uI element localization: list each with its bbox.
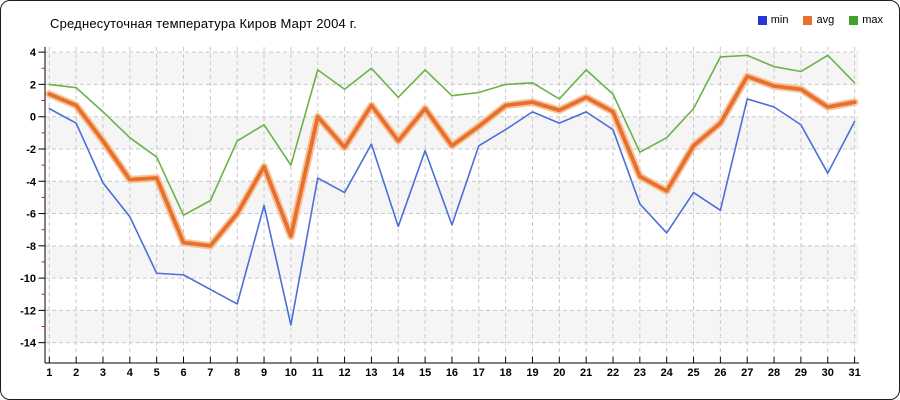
legend-label-avg: avg: [816, 14, 835, 26]
legend-item-avg[interactable]: avg: [803, 14, 834, 26]
x-tick-label: 24: [661, 367, 674, 379]
y-tick-label: -14: [20, 338, 37, 350]
max-line: [48, 54, 856, 216]
x-tick-label: 31: [848, 367, 860, 379]
x-tick-label: 18: [500, 367, 512, 379]
y-tick-label: 4: [30, 47, 37, 59]
x-tick-label: 1: [46, 367, 52, 379]
min-swatch-icon: [757, 15, 767, 25]
x-tick-label: 4: [127, 367, 134, 379]
x-tick-label: 10: [285, 367, 297, 379]
legend-label-min: min: [770, 14, 789, 26]
x-tick-label: 27: [741, 367, 753, 379]
max-swatch-icon: [849, 15, 859, 25]
x-tick-label: 21: [580, 367, 592, 379]
x-tick-label: 3: [100, 367, 106, 379]
x-tick-label: 26: [714, 367, 726, 379]
y-tick-label: -2: [26, 144, 36, 156]
x-tick-label: 13: [365, 367, 377, 379]
min-line: [48, 98, 856, 326]
x-tick-label: 20: [553, 367, 565, 379]
x-tick-label: 15: [419, 367, 431, 379]
x-tick-label: 29: [795, 367, 807, 379]
x-tick-label: 5: [154, 367, 160, 379]
x-tick-label: 11: [312, 367, 324, 379]
y-tick-label: -12: [20, 305, 36, 317]
chart-title: Среднесуточная температура Киров Март 20…: [50, 16, 357, 31]
x-tick-label: 22: [607, 367, 619, 379]
x-tick-label: 25: [687, 367, 699, 379]
x-tick-label: 9: [261, 367, 267, 379]
y-tick-label: 0: [30, 112, 36, 124]
x-tick-label: 19: [526, 367, 538, 379]
y-tick-label: -8: [26, 241, 36, 253]
legend-label-max: max: [862, 14, 883, 26]
avg-swatch-icon: [803, 15, 813, 25]
x-tick-label: 14: [392, 367, 405, 379]
legend-item-max[interactable]: max: [849, 14, 883, 26]
y-tick-label: 2: [30, 79, 36, 91]
x-tick-label: 12: [338, 367, 350, 379]
legend-item-min[interactable]: min: [757, 14, 789, 26]
x-tick-label: 8: [234, 367, 240, 379]
legend: min avg max: [757, 14, 883, 26]
x-tick-label: 28: [768, 367, 780, 379]
x-tick-label: 23: [634, 367, 646, 379]
x-tick-label: 16: [446, 367, 458, 379]
x-tick-label: 30: [822, 367, 834, 379]
x-tick-label: 17: [473, 367, 485, 379]
y-tick-label: -10: [20, 273, 36, 285]
y-tick-label: -4: [26, 176, 37, 188]
x-tick-label: 6: [180, 367, 186, 379]
x-tick-label: 7: [207, 367, 213, 379]
y-tick-label: -6: [26, 209, 36, 221]
x-tick-label: 2: [73, 367, 79, 379]
avg-line: [47, 74, 857, 248]
